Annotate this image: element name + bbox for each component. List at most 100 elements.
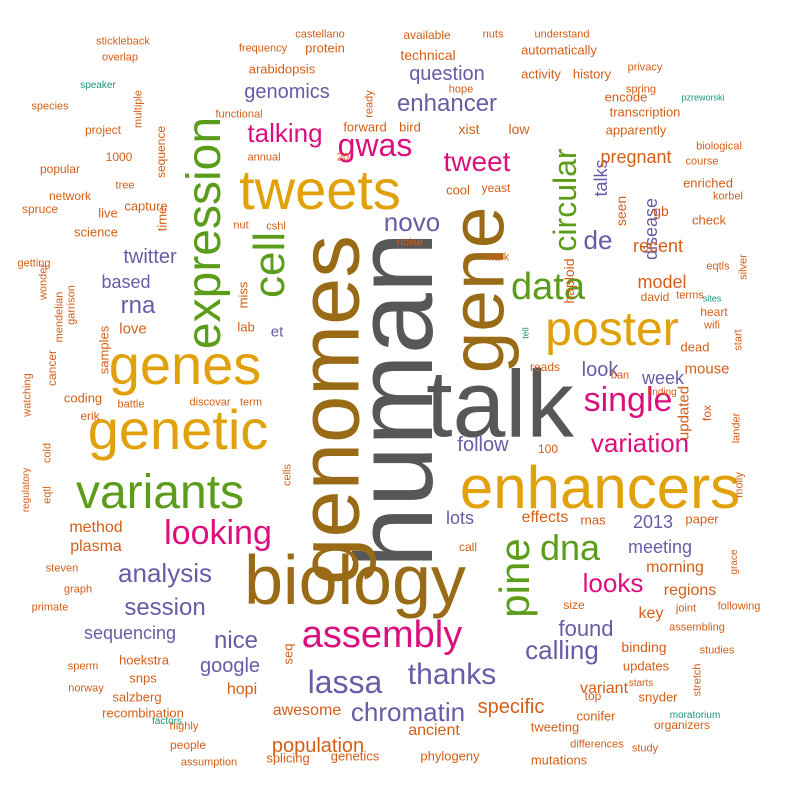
word-reads: reads bbox=[529, 360, 561, 374]
word-rnas: rnas bbox=[580, 512, 606, 528]
word-molly: molly bbox=[733, 472, 746, 498]
word-pregnant: pregnant bbox=[600, 147, 672, 167]
word-ban: ban bbox=[610, 369, 630, 382]
word-multiple: multiple bbox=[132, 90, 145, 128]
word-castellano: castellano bbox=[295, 28, 345, 41]
word-population: population bbox=[271, 735, 365, 757]
word-talk: talk bbox=[426, 351, 574, 458]
word-tell: tell bbox=[520, 327, 531, 339]
word-nut: nut bbox=[233, 219, 249, 232]
word-analysis: analysis bbox=[118, 558, 212, 588]
word-snyder: snyder bbox=[638, 689, 678, 705]
word-wifi: wifi bbox=[704, 319, 720, 332]
word-yeast: yeast bbox=[481, 181, 511, 195]
word-biology: biology bbox=[244, 541, 466, 619]
word-cshl: cshl bbox=[266, 220, 286, 233]
word-transcription: transcription bbox=[609, 104, 681, 120]
word-terms: terms bbox=[676, 289, 704, 302]
word-functional: functional bbox=[215, 108, 263, 121]
word-rna: rna bbox=[120, 292, 156, 319]
word-enhancer: enhancer bbox=[396, 90, 498, 117]
word-mendelian: mendelian bbox=[53, 291, 66, 343]
word-tree: tree bbox=[115, 179, 135, 192]
word-regions: regions bbox=[663, 582, 717, 599]
word-lander: lander bbox=[730, 412, 743, 444]
word-gb: gb bbox=[653, 203, 669, 219]
word-network: network bbox=[48, 189, 92, 203]
word-apparently: apparently bbox=[605, 122, 667, 138]
word-spring: spring bbox=[626, 83, 656, 96]
word-hoekstra: hoekstra bbox=[119, 652, 169, 668]
word-haploid: haploid bbox=[561, 258, 577, 304]
word-awesome: awesome bbox=[272, 702, 342, 719]
word-privacy: privacy bbox=[627, 61, 663, 74]
word-assembling: assembling bbox=[669, 621, 725, 634]
word-size: size bbox=[563, 598, 585, 612]
word-enhancers: enhancers bbox=[459, 454, 741, 521]
word-cool: cool bbox=[446, 182, 470, 198]
word-recombination: recombination bbox=[102, 705, 184, 721]
word-de: de bbox=[583, 225, 613, 255]
word-looking: looking bbox=[164, 514, 272, 552]
word-variation: variation bbox=[590, 428, 690, 458]
word-lots: lots bbox=[445, 508, 475, 528]
word-genetics: genetics bbox=[330, 748, 380, 764]
word-thanks: thanks bbox=[407, 658, 497, 691]
word-binding: binding bbox=[621, 639, 667, 655]
word-study: study bbox=[631, 742, 659, 755]
word-sequencing: sequencing bbox=[83, 623, 177, 643]
word-forward: forward bbox=[343, 119, 387, 135]
word-differences: differences bbox=[570, 738, 624, 751]
word-start: start bbox=[732, 329, 745, 351]
word-session: session bbox=[124, 594, 206, 621]
word-seq: seq bbox=[280, 643, 296, 665]
word-tweet: tweet bbox=[443, 146, 511, 177]
word-recent: recent bbox=[632, 236, 684, 256]
word-speaker: speaker bbox=[80, 80, 116, 91]
word-enriched: enriched bbox=[683, 175, 733, 191]
word-overlap: overlap bbox=[101, 51, 139, 64]
word-gwas: gwas bbox=[337, 127, 413, 163]
word-following: following bbox=[717, 600, 761, 613]
word-automatically: automatically bbox=[521, 42, 597, 58]
word-activity: activity bbox=[521, 66, 561, 82]
word-updated: updated bbox=[675, 385, 693, 441]
word-studies: studies bbox=[699, 644, 735, 657]
word-top: top bbox=[584, 689, 602, 703]
word-protein: protein bbox=[305, 40, 345, 56]
word-history: history bbox=[572, 66, 612, 82]
word-species: species bbox=[31, 100, 69, 113]
word-1000: 1000 bbox=[105, 150, 133, 164]
word-cold: cold bbox=[41, 442, 54, 464]
word-assembly: assembly bbox=[301, 614, 463, 656]
word-poster: poster bbox=[545, 303, 679, 356]
word-encode: encode bbox=[604, 89, 648, 105]
word-hope: hope bbox=[448, 83, 474, 96]
word-genomes: genomes bbox=[282, 235, 378, 585]
word-looks: looks bbox=[582, 568, 644, 598]
word-tweeting: tweeting bbox=[530, 719, 580, 735]
word-twitter: twitter bbox=[123, 246, 177, 268]
word-highly: highly bbox=[169, 720, 199, 733]
word-grace: grace bbox=[729, 549, 740, 575]
word-sequence: sequence bbox=[154, 125, 168, 179]
word-phylogeny: phylogeny bbox=[420, 748, 480, 764]
word-snps: snps bbox=[129, 670, 157, 686]
word-primate: primate bbox=[31, 601, 69, 614]
word-seen: seen bbox=[613, 195, 629, 227]
word-finding: finding bbox=[647, 387, 677, 398]
word-google: google bbox=[199, 655, 261, 677]
word-variants: variants bbox=[75, 466, 245, 519]
word-noise: noise bbox=[396, 236, 424, 249]
word-coding: coding bbox=[63, 390, 103, 406]
word-nice: nice bbox=[213, 627, 259, 654]
word-talking: talking bbox=[247, 118, 323, 148]
word-capture: capture bbox=[124, 198, 168, 214]
word-discovar: discovar bbox=[189, 396, 231, 409]
word-lassa: lassa bbox=[307, 664, 383, 700]
word-regulatory: regulatory bbox=[21, 467, 32, 513]
word-effects: effects bbox=[521, 509, 569, 526]
word-time: time bbox=[154, 206, 170, 232]
word-garrison: garrison bbox=[65, 285, 78, 325]
